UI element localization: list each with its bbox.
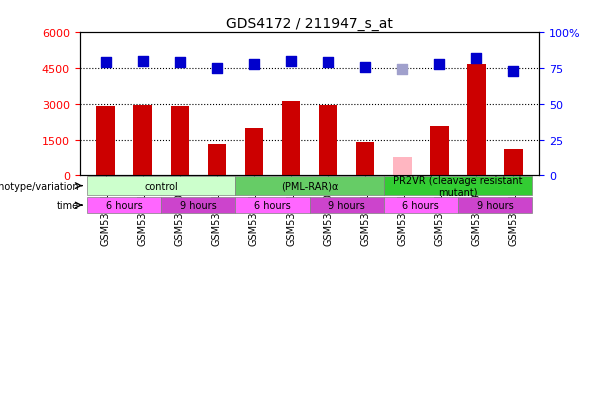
Bar xyxy=(208,145,226,176)
FancyBboxPatch shape xyxy=(384,197,458,214)
Point xyxy=(101,60,110,66)
Text: control: control xyxy=(145,181,178,191)
Text: 9 hours: 9 hours xyxy=(476,201,513,211)
FancyBboxPatch shape xyxy=(458,197,532,214)
Bar xyxy=(393,158,411,176)
Bar xyxy=(282,102,300,176)
FancyBboxPatch shape xyxy=(235,177,384,195)
FancyBboxPatch shape xyxy=(161,197,235,214)
Bar xyxy=(430,127,449,176)
Bar xyxy=(356,143,375,176)
Bar xyxy=(504,150,523,176)
Bar xyxy=(170,107,189,176)
Title: GDS4172 / 211947_s_at: GDS4172 / 211947_s_at xyxy=(226,17,393,31)
Point xyxy=(435,61,444,68)
Text: PR2VR (cleavage resistant
mutant): PR2VR (cleavage resistant mutant) xyxy=(393,176,523,197)
Text: genotype/variation: genotype/variation xyxy=(0,181,79,191)
Bar xyxy=(319,106,337,176)
Bar xyxy=(96,107,115,176)
Bar xyxy=(134,106,152,176)
Point xyxy=(397,67,407,74)
Bar xyxy=(245,128,263,176)
Point xyxy=(323,60,333,66)
FancyBboxPatch shape xyxy=(87,197,161,214)
Point xyxy=(175,60,185,66)
FancyBboxPatch shape xyxy=(310,197,384,214)
Point xyxy=(509,68,519,75)
Text: 6 hours: 6 hours xyxy=(106,201,143,211)
Bar xyxy=(467,65,485,176)
Text: time: time xyxy=(57,201,79,211)
Text: 9 hours: 9 hours xyxy=(180,201,217,211)
FancyBboxPatch shape xyxy=(87,177,235,195)
Text: 6 hours: 6 hours xyxy=(402,201,439,211)
FancyBboxPatch shape xyxy=(235,197,310,214)
Text: 9 hours: 9 hours xyxy=(329,201,365,211)
Text: (PML-RAR)α: (PML-RAR)α xyxy=(281,181,338,191)
Point xyxy=(138,58,148,65)
Point xyxy=(471,55,481,62)
Point xyxy=(286,58,296,65)
Point xyxy=(212,66,222,72)
Point xyxy=(249,61,259,68)
Point xyxy=(360,65,370,71)
FancyBboxPatch shape xyxy=(384,177,532,195)
Text: 6 hours: 6 hours xyxy=(254,201,291,211)
